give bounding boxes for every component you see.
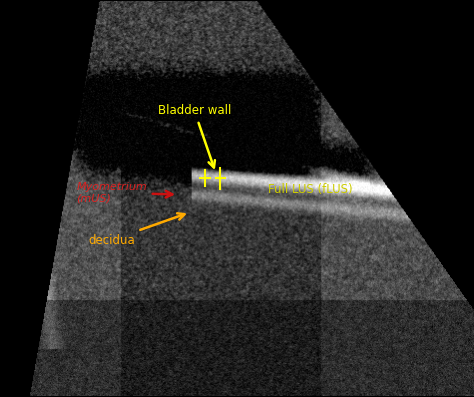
Text: decidua: decidua (88, 213, 184, 247)
Text: Myometrium
(mUS): Myometrium (mUS) (76, 182, 173, 203)
Text: Bladder wall: Bladder wall (158, 104, 231, 168)
Text: Full LUS (fLUS): Full LUS (fLUS) (268, 183, 352, 196)
